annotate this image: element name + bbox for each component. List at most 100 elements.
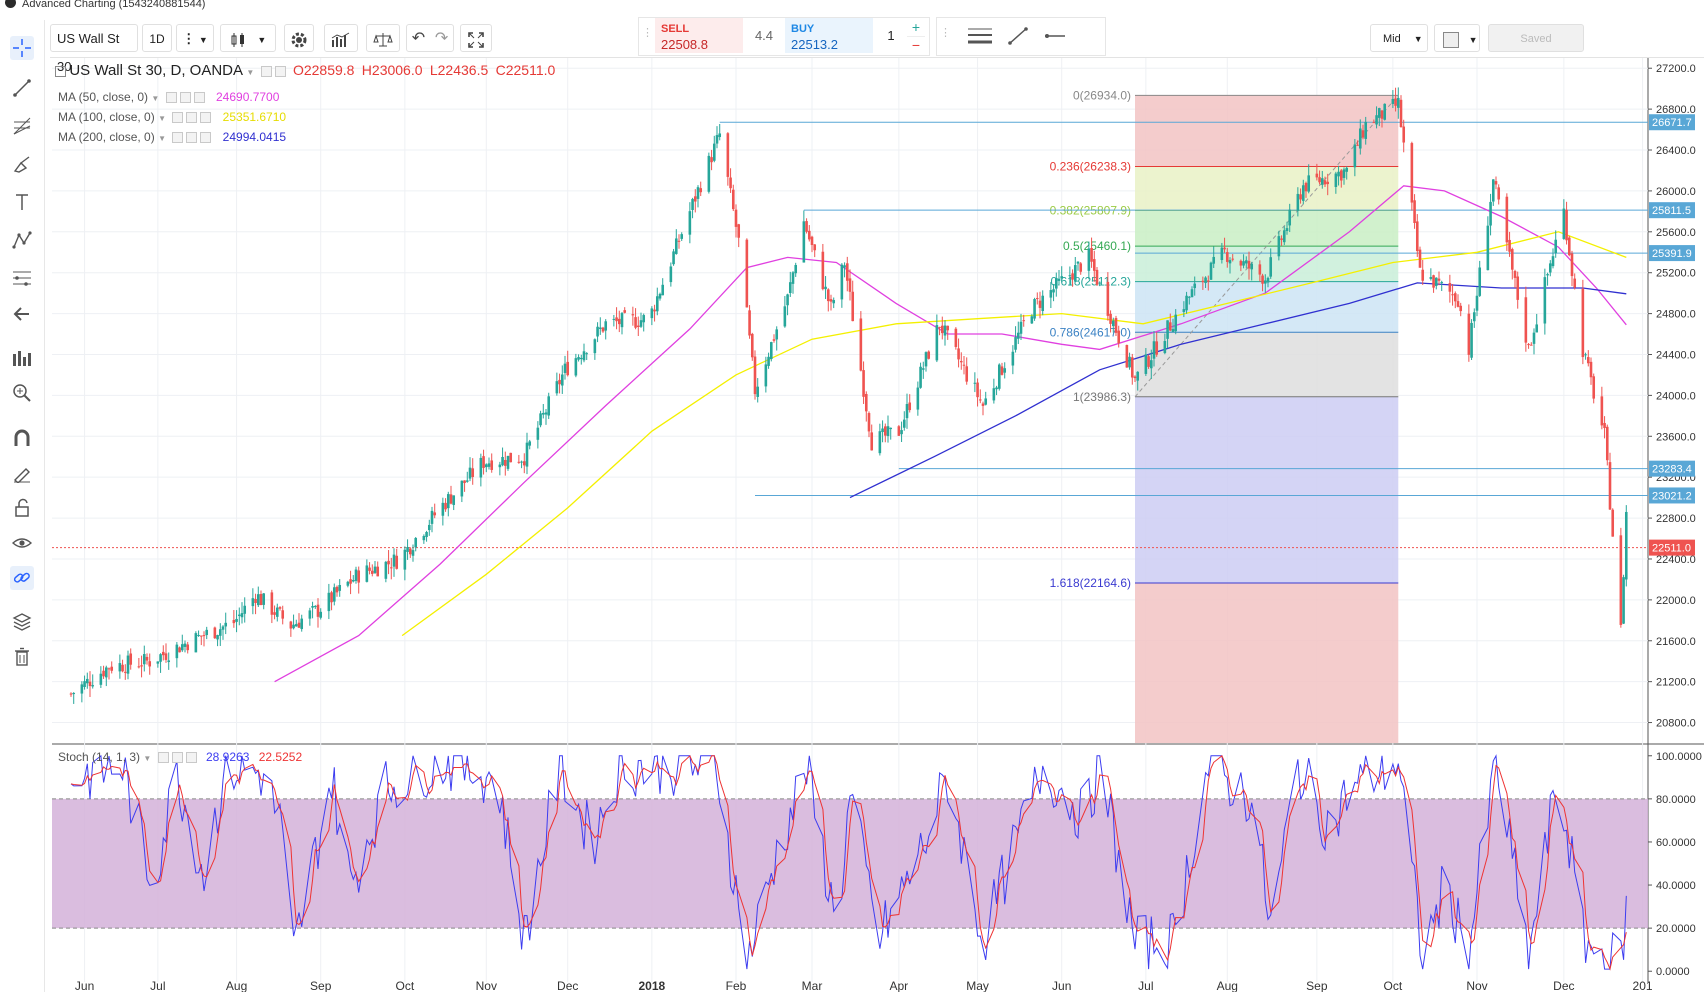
candle-body xyxy=(216,635,219,640)
collapse-square-icon[interactable] xyxy=(55,66,66,78)
sell-button[interactable]: SELL 22508.8 xyxy=(655,18,743,53)
saved-button[interactable]: Saved xyxy=(1488,24,1584,52)
symbol-search-input[interactable]: US Wall St 30 xyxy=(50,24,138,74)
candle-body xyxy=(566,361,570,376)
candle-body xyxy=(1182,309,1186,313)
candle-body xyxy=(1079,263,1083,272)
magnet-icon[interactable] xyxy=(10,426,34,450)
eye-toggle-icon[interactable] xyxy=(172,132,184,144)
line-tool-icon[interactable] xyxy=(1007,26,1029,46)
crosshair-tool-icon[interactable] xyxy=(10,36,34,60)
horizontal-ray-icon[interactable] xyxy=(1043,26,1067,46)
candle-body xyxy=(748,310,751,336)
candle-body xyxy=(104,667,108,678)
compare-button[interactable] xyxy=(366,24,400,52)
candle-body xyxy=(883,426,887,436)
price-label-badge xyxy=(1649,114,1695,131)
candle-body xyxy=(140,665,143,667)
zoom-in-icon[interactable] xyxy=(10,381,34,405)
candle-body xyxy=(946,325,950,331)
candle-body xyxy=(406,546,409,552)
price-mode-dropdown[interactable]: Mid ▼ xyxy=(1370,24,1428,52)
drag-handle-icon[interactable]: ⋮ xyxy=(940,27,951,39)
eye-toggle-icon[interactable] xyxy=(172,112,184,124)
layout-dropdown[interactable]: ▼ xyxy=(1434,24,1480,52)
eye-toggle-icon[interactable] xyxy=(260,66,272,78)
eye-toggle-icon[interactable] xyxy=(165,92,177,104)
eye-icon[interactable] xyxy=(10,531,34,555)
chevron-down-icon[interactable]: ▼ xyxy=(246,68,255,77)
remove-icon[interactable] xyxy=(185,752,197,764)
settings-icon[interactable] xyxy=(171,752,183,764)
object-tree-icon[interactable] xyxy=(10,610,34,634)
settings-icon[interactable] xyxy=(186,132,198,144)
lock-icon[interactable] xyxy=(10,496,34,520)
candle-body xyxy=(669,266,673,283)
drag-handle-icon[interactable]: ⋮ xyxy=(642,27,653,39)
remove-icon[interactable] xyxy=(200,112,212,124)
candle-body xyxy=(1334,173,1338,187)
pattern-tool-icon[interactable] xyxy=(10,228,34,252)
trash-icon[interactable] xyxy=(10,645,34,669)
ohlc-open: O22859.8 xyxy=(292,62,355,78)
candle-body xyxy=(672,251,675,265)
quantity-increase-button[interactable]: + xyxy=(911,19,921,35)
fibonacci-tool-icon[interactable] xyxy=(10,266,34,290)
candle-body xyxy=(1358,128,1362,149)
interval-dropdown[interactable]: ⋮ ▼ xyxy=(176,24,214,52)
candle-body xyxy=(1372,122,1376,124)
x-axis-tick-label: Nov xyxy=(1466,979,1487,992)
current-price-badge xyxy=(1649,539,1695,556)
settings-icon[interactable] xyxy=(186,112,198,124)
link-icon[interactable] xyxy=(10,566,34,590)
interval-button[interactable]: 1D xyxy=(142,24,172,52)
quantity-decrease-button[interactable]: − xyxy=(907,36,925,53)
candle-body xyxy=(422,535,426,541)
chevron-down-icon[interactable]: ▼ xyxy=(158,114,166,123)
quantity-input[interactable]: 1 xyxy=(887,28,895,43)
brush-tool-icon[interactable] xyxy=(10,152,34,176)
chevron-down-icon[interactable]: ▼ xyxy=(151,94,160,103)
stoch-axis-label: 40.0000 xyxy=(1656,880,1696,892)
text-tool-icon[interactable] xyxy=(10,190,34,214)
chevron-down-icon[interactable]: ▼ xyxy=(158,134,166,143)
ohlc-close: C22511.0 xyxy=(495,62,556,78)
y-axis-tick-label: 25200.0 xyxy=(1656,268,1696,280)
settings-button[interactable] xyxy=(284,24,314,52)
candle-body xyxy=(1206,280,1210,282)
candle-body xyxy=(1035,298,1039,300)
settings-icon[interactable] xyxy=(274,66,286,78)
redo-icon[interactable]: ↷ xyxy=(434,30,449,47)
gann-fan-tool-icon[interactable] xyxy=(10,114,34,138)
layout-square-icon xyxy=(1443,31,1459,48)
remove-icon[interactable] xyxy=(200,132,212,144)
chevron-down-icon[interactable]: ▼ xyxy=(143,754,152,763)
y-axis-tick-label: 24000.0 xyxy=(1656,390,1696,402)
line-style-icon[interactable] xyxy=(967,26,993,46)
candle-body xyxy=(175,644,179,659)
candle-body xyxy=(1551,256,1555,267)
candle-body xyxy=(870,432,874,451)
candle-body xyxy=(712,143,716,161)
stay-in-drawing-mode-icon[interactable] xyxy=(10,461,34,485)
trend-line-tool-icon[interactable] xyxy=(10,76,34,100)
eye-toggle-icon[interactable] xyxy=(157,752,169,764)
chart-style-button[interactable]: ▼ xyxy=(220,24,276,52)
back-arrow-icon[interactable] xyxy=(10,302,34,326)
candle-body xyxy=(851,291,855,322)
settings-icon[interactable] xyxy=(179,92,191,104)
undo-icon[interactable]: ↶ xyxy=(411,30,426,47)
remove-icon[interactable] xyxy=(193,92,205,104)
fib-zone xyxy=(1135,396,1399,584)
candle-body xyxy=(1486,225,1490,271)
candle-body xyxy=(126,655,130,674)
candle-body xyxy=(1266,277,1270,283)
indicators-button[interactable] xyxy=(324,24,358,52)
buy-button[interactable]: BUY 22513.2 xyxy=(785,18,873,53)
candle-body xyxy=(1000,366,1004,375)
x-axis-tick-label: Dec xyxy=(557,979,578,992)
measure-tool-icon[interactable] xyxy=(10,346,34,370)
fullscreen-button[interactable] xyxy=(460,24,492,52)
fib-level-label: 1(23986.3) xyxy=(1073,390,1131,404)
